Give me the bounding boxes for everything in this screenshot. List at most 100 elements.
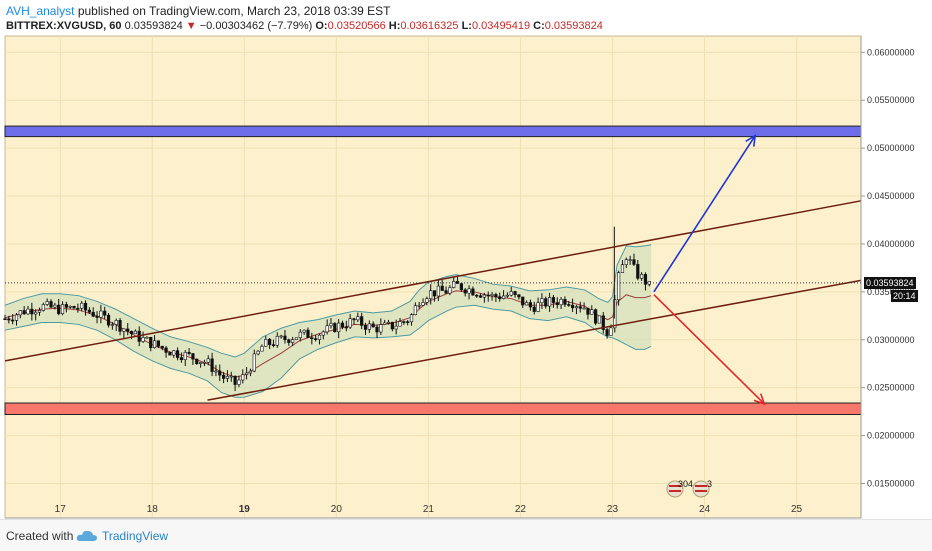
candle <box>409 313 414 326</box>
candle <box>287 338 291 346</box>
candle <box>298 329 302 342</box>
candle <box>386 319 391 325</box>
candle-body <box>187 352 191 354</box>
candle <box>628 255 632 265</box>
tradingview-link[interactable]: TradingView <box>102 529 169 543</box>
created-with-label: Created with <box>6 529 74 543</box>
candle <box>245 367 249 380</box>
plot-area[interactable] <box>4 35 862 519</box>
y-tick-label: 0.02500000 <box>867 383 915 393</box>
candle-body <box>14 314 19 321</box>
y-axis: 0.06000000 0.05500000 0.05000000 0.04500000… <box>860 36 932 518</box>
candle-body <box>505 294 510 297</box>
candle-body <box>302 329 306 333</box>
candle <box>45 298 49 307</box>
ohlc-legend: BITTREX:XVGUSD, 60 0.03593824 ▼ −0.00303… <box>6 19 603 33</box>
candle-body <box>620 264 625 273</box>
candle <box>547 292 552 312</box>
candle-body <box>356 316 360 321</box>
candle-body <box>3 318 7 320</box>
candle <box>83 300 88 316</box>
candle-body <box>590 309 594 315</box>
candle-body <box>152 340 157 348</box>
footer-bar: Created with TradingView <box>0 519 932 551</box>
candle <box>521 296 525 309</box>
candle-body <box>294 337 299 340</box>
candle-body <box>225 375 230 379</box>
candle <box>421 298 425 306</box>
x-tick-label: 18 <box>147 504 159 515</box>
candle <box>363 322 368 335</box>
candle <box>198 362 203 368</box>
candle-body <box>118 320 122 332</box>
candle <box>570 298 575 312</box>
low-key: L: <box>461 20 472 32</box>
candle-body <box>452 281 456 288</box>
candle <box>605 327 609 339</box>
candle-body <box>544 298 548 307</box>
candle <box>156 340 161 349</box>
candle-body <box>352 318 356 321</box>
candle-body <box>486 294 490 297</box>
candle-body <box>283 335 287 341</box>
candle <box>68 305 72 309</box>
candle <box>367 320 371 333</box>
candle-body <box>386 321 391 324</box>
candle-body <box>314 338 318 340</box>
candle <box>597 315 602 324</box>
event-count-a: 304 <box>678 479 693 489</box>
price-chart[interactable]: 0.06000000 0.05500000 0.05000000 0.04500000… <box>0 0 932 519</box>
candle <box>260 344 264 352</box>
candle-body <box>624 259 628 266</box>
candle <box>490 292 494 301</box>
low-value: 0.03495419 <box>471 20 531 32</box>
candle-body <box>444 290 448 294</box>
candle-body <box>551 297 556 303</box>
candle <box>555 297 559 309</box>
event-badges[interactable]: 304 3 <box>664 478 724 500</box>
candle-body <box>547 297 552 307</box>
candle <box>471 286 475 296</box>
candle-body <box>80 302 84 309</box>
candle-body <box>306 329 310 339</box>
candle-body <box>279 335 283 338</box>
candle-body <box>179 357 184 361</box>
candle <box>122 328 126 338</box>
change-value: −0.00303462 (−7.79%) <box>199 20 313 32</box>
candle-body <box>360 316 364 326</box>
candle-body <box>390 321 394 330</box>
candle <box>294 337 299 341</box>
candle-body <box>628 259 632 261</box>
candle-body <box>329 323 333 327</box>
candle-body <box>402 321 406 323</box>
candle <box>64 301 68 313</box>
candle-body <box>287 339 291 343</box>
author-link[interactable]: AVH_analyst <box>6 4 75 18</box>
candle-body <box>114 320 118 325</box>
candle-body <box>110 324 114 326</box>
candle-body <box>64 304 68 308</box>
grid <box>5 36 861 518</box>
candle <box>501 290 506 300</box>
candle-body <box>198 362 203 364</box>
candle <box>49 299 53 309</box>
candle-body <box>321 331 325 336</box>
candle <box>475 294 479 298</box>
candle-body <box>597 315 602 324</box>
flag-stripe <box>695 485 707 487</box>
candle-body <box>517 294 521 298</box>
candle <box>624 257 628 269</box>
candle <box>37 307 42 316</box>
bearish-projection-shaft <box>653 294 765 405</box>
candle-body <box>210 358 214 372</box>
candle-body <box>463 289 467 294</box>
candle <box>417 301 421 309</box>
candle <box>482 292 486 303</box>
candle-body <box>18 310 22 316</box>
symbol-label: BITTREX:XVGUSD, 60 <box>6 20 122 32</box>
y-tick-label: 0.03000000 <box>867 335 915 345</box>
candle <box>317 333 322 345</box>
candle-body <box>574 306 579 309</box>
candle <box>233 375 237 392</box>
candle-body <box>432 290 437 297</box>
